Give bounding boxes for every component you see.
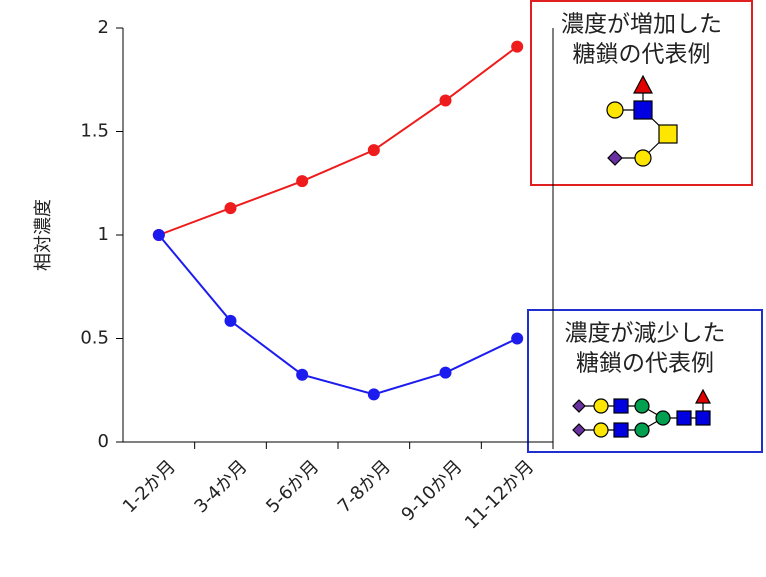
y-tick-label: 0.5 [80,328,109,349]
annotation-text: 糖鎖の代表例 [576,351,714,377]
x-tick-label: 7-8か月 [334,456,395,517]
glycan-icons [572,74,712,438]
y-tick-label: 0 [98,431,109,452]
data-point [152,229,165,241]
x-tick-label: 1-2か月 [119,456,180,517]
x-tick-label: 3-4か月 [190,456,251,517]
y-axis-label: 相対濃度 [33,199,54,271]
data-point [367,388,380,401]
data-point [296,368,309,381]
series-line [158,45,518,236]
x-tick-label: 11-12か月 [461,456,538,533]
x-tick-label: 5-6か月 [262,456,323,517]
annotation-text: 糖鎖の代表例 [573,42,711,68]
series-line [158,234,518,396]
data-point [224,202,237,215]
x-tick-label: 9-10か月 [397,456,466,525]
data-point [296,175,309,188]
data-point [224,314,237,327]
annotation-text: 濃度が減少した [565,321,726,347]
data-point [367,144,380,157]
data-point [511,40,524,53]
y-tick-label: 1 [98,224,109,245]
data-point [439,94,452,107]
data-point [439,366,452,379]
y-tick-label: 2 [98,17,109,38]
y-tick-label: 1.5 [80,121,109,142]
annotation-text: 濃度が増加した [561,12,722,38]
data-point [511,332,524,345]
